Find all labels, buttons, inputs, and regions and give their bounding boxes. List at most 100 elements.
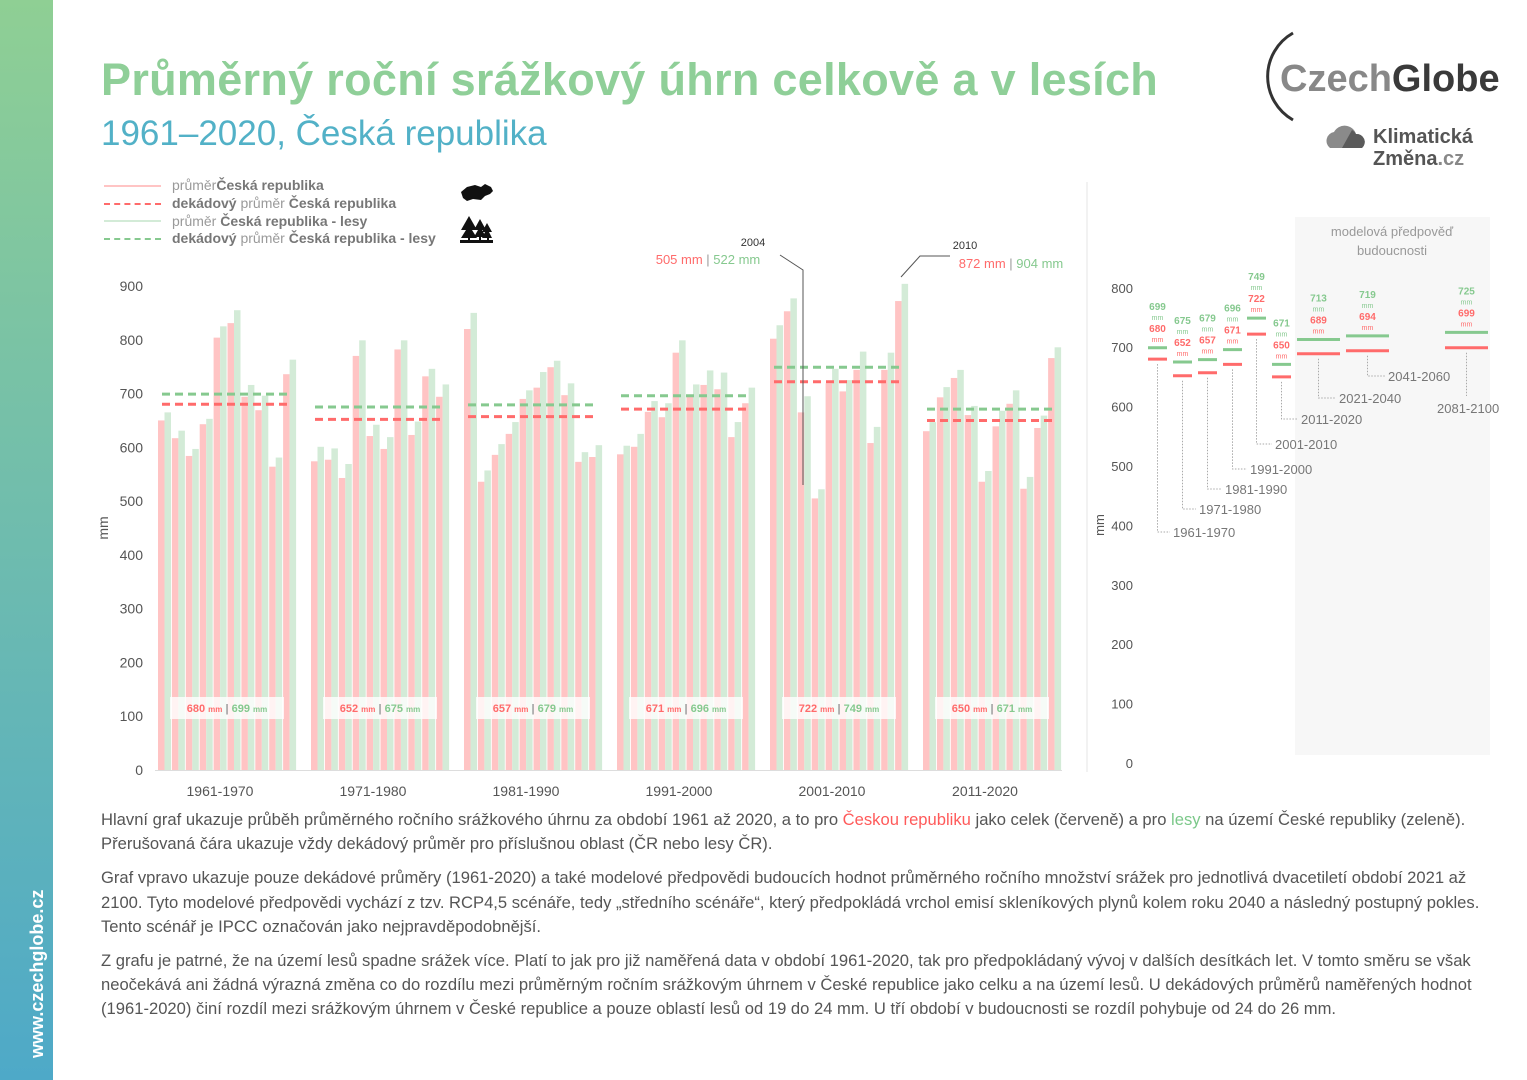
bar-cr-2014 (964, 415, 972, 770)
period-cr-value: 689 (1310, 315, 1327, 326)
logo-text: CzechGlobe (1280, 58, 1500, 100)
annotation-cr: 505 mm (656, 252, 703, 267)
annotation-forest: 904 mm (1016, 256, 1063, 271)
unit-label: mm (1152, 337, 1164, 344)
legend-item-cr-decadal: dekádový průměr Česká republika (104, 195, 436, 213)
bar-cr-2000 (742, 403, 749, 770)
bar-cr-2004 (811, 498, 819, 770)
bar-forest-1976 (387, 437, 394, 770)
decadal-mean-label: 722 mm | 749 mm (799, 703, 879, 715)
period-forest-value: 713 (1310, 293, 1327, 304)
czech-map-icon (461, 184, 493, 201)
cloud-shade (1342, 130, 1365, 148)
label-part: mm (865, 705, 879, 714)
bar-cr-1995 (672, 352, 680, 770)
legend-text: průměr (172, 212, 221, 229)
bar-forest-1969 (275, 457, 283, 770)
bar-forest-2015 (985, 470, 992, 770)
bar-cr-1998 (714, 389, 721, 770)
bar-forest-1973 (345, 464, 352, 770)
legend-swatch (104, 184, 161, 187)
label-part: | (222, 703, 231, 715)
logo-arc (1266, 31, 1294, 122)
bar-forest-1985 (526, 390, 533, 770)
czechglobe-logo: CzechGlobe Klimatická Změna.cz (1266, 31, 1500, 170)
bar-forest-1996 (693, 384, 700, 770)
bar-cr-2011 (923, 431, 930, 770)
bar-cr-2005 (825, 383, 833, 770)
y-tick-label: 500 (120, 493, 144, 509)
label-part: 650 (952, 703, 970, 715)
x-tick-label: 1961-1970 (187, 783, 254, 799)
bar-cr-1972 (324, 459, 332, 770)
bar-cr-1974 (352, 355, 360, 770)
label-part: | (987, 703, 996, 715)
unit-label: mm (1313, 306, 1325, 313)
period-label: 2011-2020 (1301, 412, 1362, 427)
bar-forest-1988 (567, 383, 575, 770)
bar-forest-1990 (595, 445, 603, 770)
legend-text-bold: Česká republika (216, 177, 324, 193)
bar-cr-2010 (895, 301, 902, 770)
label-part: | (834, 703, 843, 715)
decadal-mean-label-bg (323, 697, 437, 719)
label-part: mm (559, 705, 573, 714)
bar-cr-2015 (978, 481, 986, 770)
legend-item-forest-decadal: dekádový průměr Česká republika - lesy (104, 230, 436, 248)
bar-cr-1990 (589, 457, 596, 770)
bar-cr-2009 (881, 369, 888, 770)
unit-label: mm (1461, 299, 1473, 306)
bar-forest-1963 (192, 448, 199, 770)
bar-cr-1975 (366, 436, 374, 770)
bar-cr-1997 (700, 384, 707, 770)
side-strip: www.czechglobe.cz (0, 0, 53, 1080)
y-tick-label: 0 (135, 762, 143, 778)
period-forest-value: 719 (1359, 290, 1376, 301)
legend: průměr Česká republika dekádový průměr Č… (104, 177, 436, 248)
label-part: 671 (646, 703, 664, 715)
bar-cr-1962 (171, 438, 179, 770)
legend-item-cr: průměr Česká republika (104, 177, 436, 195)
unit-label: mm (1202, 349, 1214, 356)
bar-cr-1977 (394, 349, 401, 770)
bar-cr-1986 (533, 387, 540, 770)
bar-cr-1984 (505, 433, 513, 770)
legend-swatch (104, 202, 161, 205)
bar-forest-1965 (220, 326, 227, 770)
bar-cr-2018 (1020, 488, 1027, 770)
period-connector (1256, 339, 1272, 445)
bar-cr-1982 (477, 481, 485, 770)
period-cr-value: 657 (1199, 336, 1216, 347)
y-tick-label: 500 (1111, 459, 1133, 474)
unit-label: mm (1227, 339, 1239, 346)
x-tick-label: 1991-2000 (646, 783, 713, 799)
bar-cr-1967 (241, 396, 248, 770)
period-cr-value: 652 (1174, 338, 1191, 349)
unit-label: mm (1177, 351, 1189, 358)
label-part: 722 (799, 703, 817, 715)
y-tick-label: 300 (120, 601, 144, 617)
label-part: mm (820, 705, 834, 714)
page-title: Průměrný roční srážkový úhrn celkově a v… (101, 54, 1159, 105)
label-part: mm (712, 705, 726, 714)
period-connector (1157, 364, 1170, 533)
period-forest-value: 675 (1174, 316, 1191, 327)
bar-forest-1982 (484, 470, 491, 770)
period-cr-value: 722 (1248, 294, 1265, 305)
bar-forest-1964 (206, 418, 213, 770)
period-forest-value: 699 (1149, 302, 1166, 313)
bar-cr-1989 (575, 461, 582, 770)
description-paragraph: Hlavní graf ukazuje průběh průměrného ro… (101, 810, 1466, 854)
x-tick-label: 1971-1980 (340, 783, 407, 799)
period-forest-value: 696 (1224, 304, 1241, 315)
bar-forest-1980 (442, 384, 450, 770)
bar-cr-1994 (658, 417, 666, 770)
bar-forest-1979 (428, 368, 436, 770)
bar-cr-1964 (199, 424, 207, 770)
legend-text-bold: Česká republika (288, 194, 397, 211)
unit-label: mm (1251, 307, 1263, 314)
bar-forest-1993 (651, 401, 658, 770)
bar-cr-1983 (491, 454, 499, 770)
label-part: | (375, 703, 384, 715)
